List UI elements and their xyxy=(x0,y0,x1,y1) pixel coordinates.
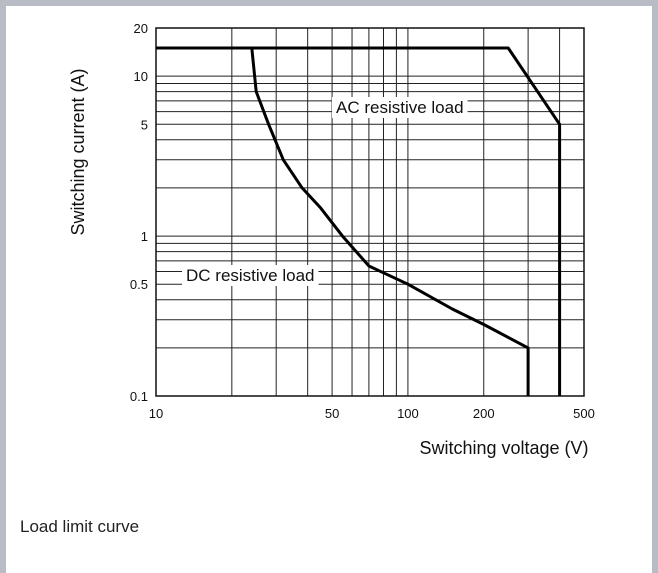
figure-caption: Load limit curve xyxy=(20,517,140,536)
y-tick-label: 1 xyxy=(141,229,148,244)
y-tick-label: 10 xyxy=(134,69,148,84)
y-tick-label: 20 xyxy=(134,21,148,36)
x-tick-label: 10 xyxy=(149,406,163,421)
x-tick-label: 500 xyxy=(573,406,595,421)
x-tick-label: 200 xyxy=(473,406,495,421)
series-label-bg-dc xyxy=(182,265,319,286)
x-axis-title: Switching voltage (V) xyxy=(419,438,588,458)
series-line-ac xyxy=(156,46,562,396)
plot-border xyxy=(155,27,585,397)
load-limit-chart: 10 50 100 200 500 0.1 0.5 1 5 10 20 Switching volta… xyxy=(68,21,595,458)
y-tick-label: 5 xyxy=(141,117,148,132)
y-tick-label: 0.1 xyxy=(130,389,148,404)
y-axis-title: Switching current (A) xyxy=(68,68,88,235)
y-tick-label: 0.5 xyxy=(130,277,148,292)
series-label-dc: DC resistive load xyxy=(186,266,315,285)
x-tick-label: 100 xyxy=(397,406,419,421)
series-label-ac: AC resistive load xyxy=(336,98,464,117)
series-line-dc xyxy=(250,47,530,396)
series-label-bg-ac xyxy=(332,97,468,118)
x-tick-label: 50 xyxy=(325,406,339,421)
